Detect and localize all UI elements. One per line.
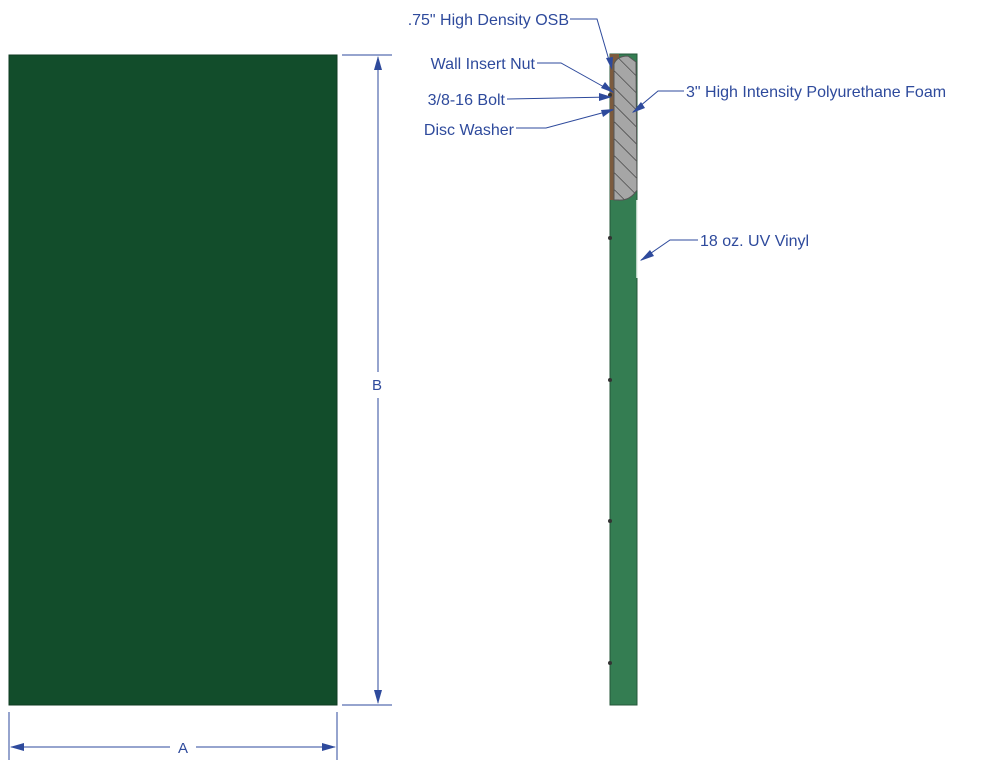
side-view [608,53,638,706]
callout-vinyl-label: 18 oz. UV Vinyl [700,233,809,250]
callout-bolt: 3/8-16 Bolt [428,92,612,109]
fastener-dot [608,378,612,382]
callout-washer: Disc Washer [424,109,614,139]
dimension-b: B [342,54,392,706]
callout-vinyl: 18 oz. UV Vinyl [640,233,809,261]
dimension-a: A [8,712,338,760]
callout-foam: 3" High Intensity Polyurethane Foam [632,84,946,113]
front-panel [8,54,338,706]
fastener-dot [608,661,612,665]
callout-nut-label: Wall Insert Nut [431,56,536,73]
callout-foam-label: 3" High Intensity Polyurethane Foam [686,84,946,101]
callout-osb: .75" High Density OSB [408,12,613,70]
dimension-b-label: B [372,377,382,394]
dimension-a-label: A [178,740,188,757]
callout-bolt-label: 3/8-16 Bolt [428,92,506,109]
foam-cutaway [613,55,638,201]
bolt-head [608,93,612,97]
fastener-dot [608,236,612,240]
callout-osb-label: .75" High Density OSB [408,12,569,29]
callout-nut: Wall Insert Nut [431,56,614,93]
callout-washer-label: Disc Washer [424,122,515,139]
fastener-dot [608,519,612,523]
